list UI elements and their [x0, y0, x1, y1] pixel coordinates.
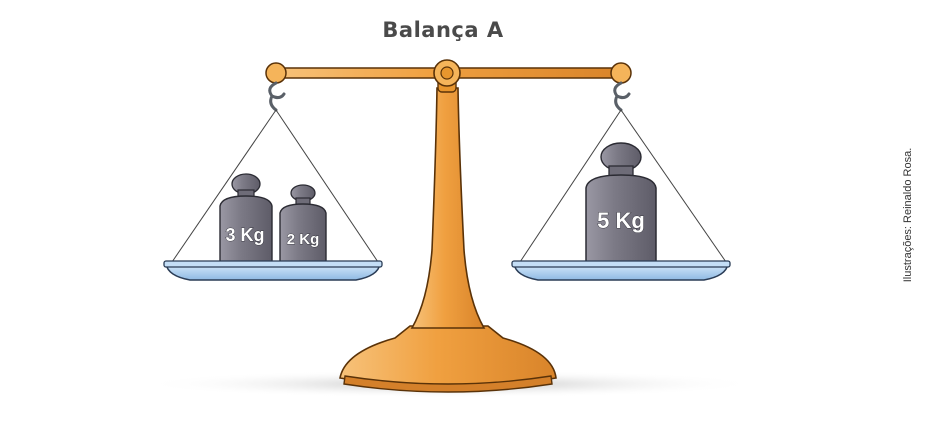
left-hook	[268, 81, 286, 112]
scale-column	[410, 87, 486, 329]
left-pan	[163, 260, 383, 281]
right-hook	[613, 81, 631, 112]
weight-2kg-label: 2 Kg	[287, 231, 320, 248]
right-pan-strings	[519, 109, 727, 263]
pivot	[433, 59, 461, 93]
illustration-credit: Ilustrações: Reinaldo Rosa.	[902, 147, 914, 283]
weight-3kg-label: 3 Kg	[225, 225, 264, 245]
scale-base	[339, 325, 557, 393]
weight-2kg: 2 Kg	[279, 184, 327, 265]
left-pan-strings	[171, 109, 379, 263]
right-pan	[511, 260, 731, 281]
right-beam-knob	[610, 62, 632, 84]
scale-title: Balança A	[382, 18, 504, 42]
left-beam-knob	[265, 62, 287, 84]
weight-3kg: 3 Kg	[219, 173, 273, 265]
weight-5kg: 5 Kg	[585, 142, 657, 265]
weight-5kg-label: 5 Kg	[597, 208, 645, 233]
